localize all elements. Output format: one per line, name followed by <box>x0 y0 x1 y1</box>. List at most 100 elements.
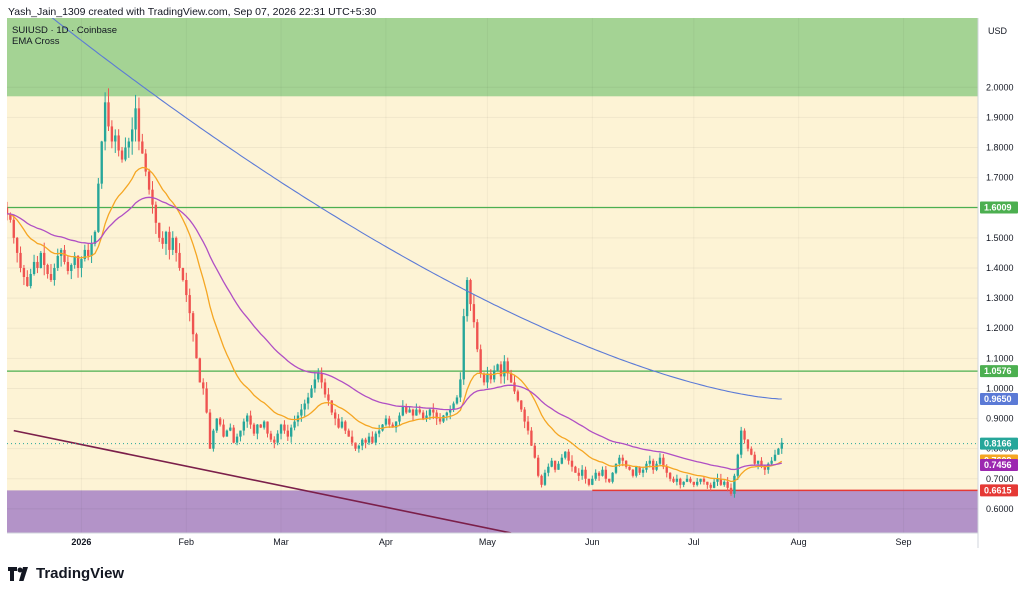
candle <box>523 407 526 429</box>
badge-box <box>980 459 1018 472</box>
candle-body <box>19 252 22 268</box>
candle-body <box>621 457 624 461</box>
candle-body <box>303 403 306 410</box>
candle <box>317 368 320 383</box>
candle <box>486 366 489 389</box>
price-badge: 0.7456 <box>980 459 1018 472</box>
candle-body <box>398 415 401 422</box>
candle-body <box>313 379 317 389</box>
ema-slow-line <box>51 18 782 400</box>
candle-body <box>449 409 452 413</box>
candle <box>479 344 482 378</box>
candle <box>361 438 364 451</box>
x-tick-label: Jun <box>585 537 600 547</box>
ema-mid-line <box>7 196 782 471</box>
candle <box>249 410 252 429</box>
candle-body <box>604 469 608 479</box>
candle-body <box>63 249 66 262</box>
candle <box>171 231 174 256</box>
candle <box>780 438 783 454</box>
x-tick-label: May <box>479 537 497 547</box>
candle-body <box>66 261 70 271</box>
candle <box>574 465 577 473</box>
candle <box>36 255 39 274</box>
price-badge: 0.6615 <box>980 484 1018 497</box>
x-tick-label: Apr <box>379 537 393 547</box>
candle <box>124 137 127 162</box>
candle <box>388 415 391 428</box>
candle-body <box>158 222 161 238</box>
candle <box>242 418 246 436</box>
candle-body <box>283 424 286 431</box>
candle-body <box>533 445 536 458</box>
candle-body <box>405 406 408 413</box>
candle <box>53 263 56 286</box>
candle-body <box>432 409 435 413</box>
candle <box>750 446 753 456</box>
candle-body <box>32 261 36 274</box>
candle <box>513 375 516 395</box>
price-chart[interactable]: 2.00001.90001.80001.70001.60001.50001.40… <box>0 0 1024 560</box>
candle-body <box>361 439 364 446</box>
x-tick-label: Feb <box>179 537 195 547</box>
candle <box>90 235 93 264</box>
candle-body <box>262 421 266 428</box>
candle <box>530 427 533 446</box>
candle-body <box>178 252 181 268</box>
candle-body <box>22 267 26 278</box>
candle <box>49 264 53 282</box>
candle-body <box>665 466 668 473</box>
candle-body <box>306 397 310 404</box>
candle <box>26 270 29 287</box>
candle <box>411 408 415 421</box>
candle-body <box>53 267 56 281</box>
level-badge: 1.6009 <box>980 201 1018 214</box>
candle-body <box>540 475 543 485</box>
candle <box>344 420 347 435</box>
candle <box>158 222 161 242</box>
candle-body <box>114 135 117 142</box>
candle-body <box>560 457 564 464</box>
candle <box>178 243 181 271</box>
candle-body <box>726 481 729 488</box>
candle-body <box>222 424 225 437</box>
candle-body <box>141 141 144 154</box>
candle-body <box>164 231 168 244</box>
candle <box>476 319 479 353</box>
candle <box>215 418 218 433</box>
candle <box>716 473 719 486</box>
candle <box>235 433 239 446</box>
candle-body <box>259 424 262 428</box>
chart-credit: Yash_Jain_1309 created with TradingView.… <box>8 6 377 18</box>
candle-body <box>377 430 381 434</box>
lower-zone <box>7 490 978 533</box>
candle-body <box>506 361 509 374</box>
candle-body <box>239 430 242 437</box>
candle-body <box>567 451 570 461</box>
candle-body <box>570 460 574 467</box>
candle <box>405 403 408 415</box>
candle-body <box>723 481 726 485</box>
candle <box>290 424 293 443</box>
candle-body <box>455 397 459 404</box>
candle-body <box>760 460 763 467</box>
x-tick-label: 2026 <box>71 537 91 547</box>
candle-body <box>198 358 202 383</box>
candle <box>107 88 110 131</box>
candle <box>7 201 9 221</box>
candle-body <box>459 379 462 398</box>
x-tick-label: Mar <box>273 537 289 547</box>
candle <box>337 414 340 429</box>
candle-body <box>564 451 567 458</box>
candle-body <box>15 237 19 253</box>
candle <box>208 409 212 449</box>
candle-body <box>509 373 513 383</box>
candle <box>154 201 158 234</box>
candle-body <box>205 388 208 413</box>
candle <box>350 430 354 446</box>
candle-body <box>770 460 773 464</box>
candle <box>736 453 739 481</box>
candle <box>540 474 543 488</box>
candle <box>286 424 289 441</box>
candle <box>773 449 777 462</box>
